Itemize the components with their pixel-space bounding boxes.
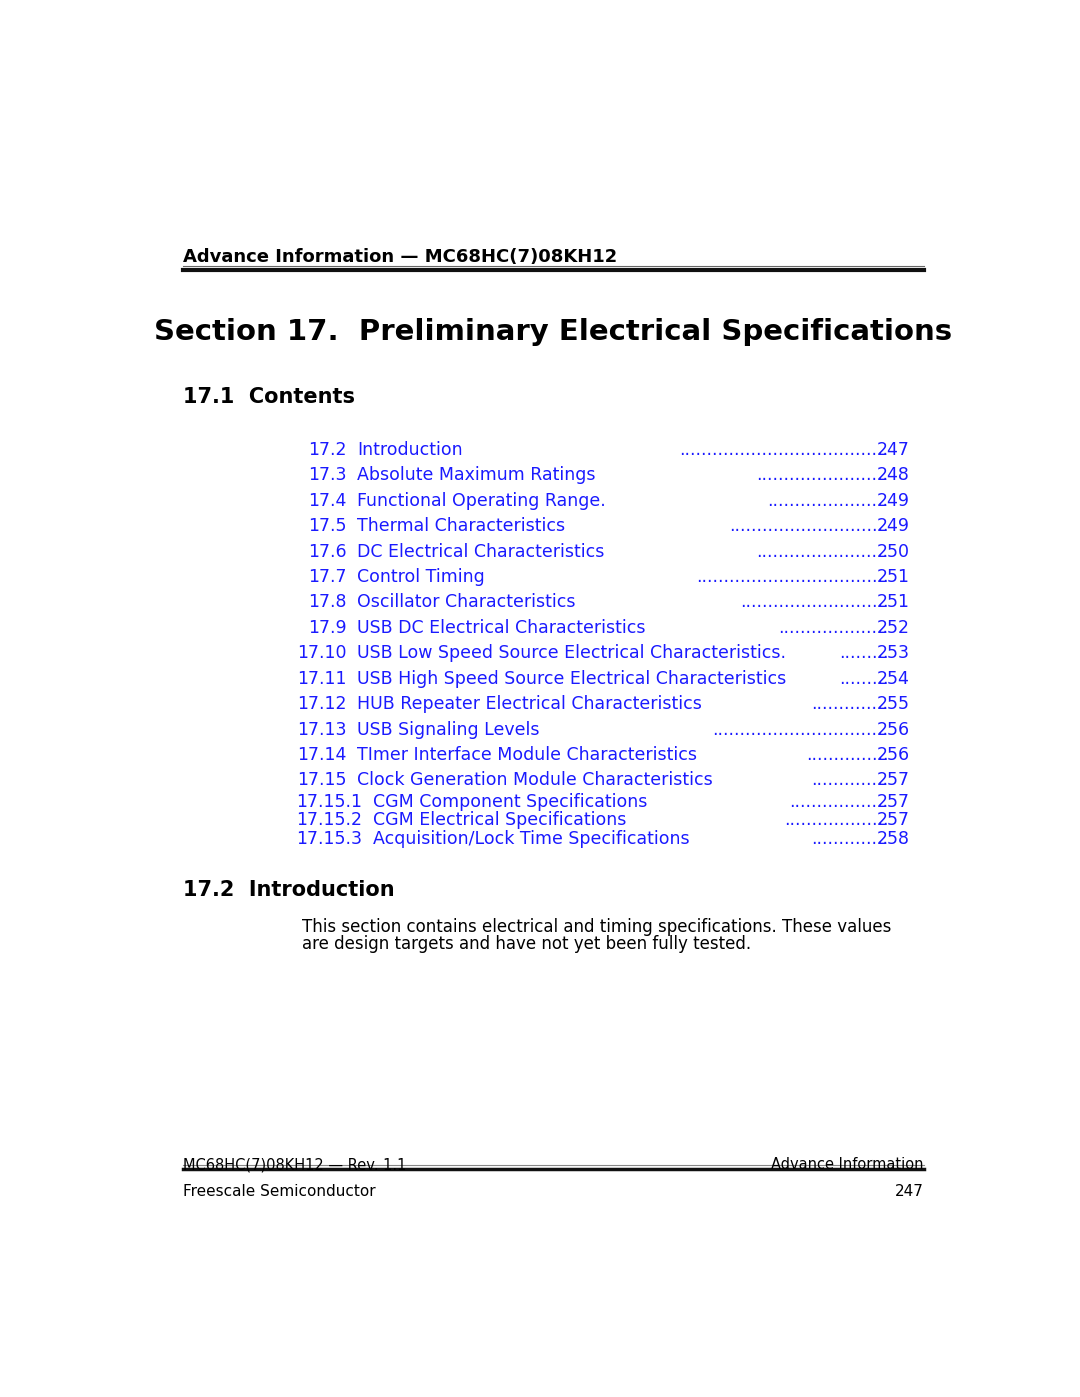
Text: 249: 249 [877, 492, 910, 510]
Text: 250: 250 [877, 542, 910, 560]
Text: 17.11: 17.11 [297, 669, 347, 687]
Text: ...............: ............... [806, 746, 889, 764]
Text: TImer Interface Module Characteristics: TImer Interface Module Characteristics [357, 746, 703, 764]
Text: 17.7: 17.7 [308, 569, 347, 585]
Text: Thermal Characteristics: Thermal Characteristics [357, 517, 571, 535]
Text: 257: 257 [877, 771, 910, 789]
Text: USB High Speed Source Electrical Characteristics: USB High Speed Source Electrical Charact… [357, 669, 792, 687]
Text: Clock Generation Module Characteristics: Clock Generation Module Characteristics [357, 771, 718, 789]
Text: 251: 251 [877, 569, 910, 585]
Text: USB Low Speed Source Electrical Characteristics.: USB Low Speed Source Electrical Characte… [357, 644, 786, 662]
Text: Control Timing: Control Timing [357, 569, 490, 585]
Text: .........: ......... [839, 644, 889, 662]
Text: ...................: ................... [784, 812, 889, 830]
Text: 17.2: 17.2 [308, 441, 347, 460]
Text: 17.4: 17.4 [308, 492, 347, 510]
Text: are design targets and have not yet been fully tested.: are design targets and have not yet been… [301, 936, 751, 953]
Text: ......................: ...................... [767, 492, 889, 510]
Text: CGM Electrical Specifications: CGM Electrical Specifications [373, 812, 626, 830]
Text: 17.14: 17.14 [297, 746, 347, 764]
Text: 256: 256 [877, 721, 910, 739]
Text: 17.6: 17.6 [308, 542, 347, 560]
Text: .........: ......... [839, 669, 889, 687]
Text: 17.12: 17.12 [297, 696, 347, 712]
Text: HUB Repeater Electrical Characteristics: HUB Repeater Electrical Characteristics [357, 696, 713, 712]
Text: ..................: .................. [789, 793, 889, 810]
Text: 17.15.1: 17.15.1 [296, 793, 362, 810]
Text: Section 17.  Preliminary Electrical Specifications: Section 17. Preliminary Electrical Speci… [154, 317, 953, 346]
Text: 17.3: 17.3 [308, 467, 347, 485]
Text: Absolute Maximum Ratings: Absolute Maximum Ratings [357, 467, 602, 485]
Text: 17.15.2: 17.15.2 [296, 812, 362, 830]
Text: USB Signaling Levels: USB Signaling Levels [357, 721, 540, 739]
Text: 258: 258 [877, 830, 910, 848]
Text: 17.10: 17.10 [297, 644, 347, 662]
Text: 17.9: 17.9 [308, 619, 347, 637]
Text: DC Electrical Characteristics: DC Electrical Characteristics [357, 542, 610, 560]
Text: ..............: .............. [811, 696, 889, 712]
Text: Introduction: Introduction [357, 441, 463, 460]
Text: ...........................: ........................... [740, 594, 889, 612]
Text: ..............: .............. [811, 771, 889, 789]
Text: Advance Information: Advance Information [771, 1157, 924, 1172]
Text: 257: 257 [877, 812, 910, 830]
Text: ......................................: ...................................... [679, 441, 889, 460]
Text: 252: 252 [877, 619, 910, 637]
Text: USB DC Electrical Characteristics: USB DC Electrical Characteristics [357, 619, 651, 637]
Text: 17.8: 17.8 [308, 594, 347, 612]
Text: ........................: ........................ [756, 542, 889, 560]
Text: 17.15.3: 17.15.3 [296, 830, 362, 848]
Text: Freescale Semiconductor: Freescale Semiconductor [183, 1185, 376, 1199]
Text: 251: 251 [877, 594, 910, 612]
Text: 249: 249 [877, 517, 910, 535]
Text: 248: 248 [877, 467, 910, 485]
Text: 256: 256 [877, 746, 910, 764]
Text: ...................................: ................................... [696, 569, 889, 585]
Text: 257: 257 [877, 793, 910, 810]
Text: 247: 247 [877, 441, 910, 460]
Text: 255: 255 [877, 696, 910, 712]
Text: 247: 247 [895, 1185, 924, 1199]
Text: Acquisition/Lock Time Specifications: Acquisition/Lock Time Specifications [373, 830, 696, 848]
Text: Oscillator Characteristics: Oscillator Characteristics [357, 594, 581, 612]
Text: MC68HC(7)08KH12 — Rev. 1.1: MC68HC(7)08KH12 — Rev. 1.1 [183, 1157, 406, 1172]
Text: ..............: .............. [811, 830, 889, 848]
Text: 17.2  Introduction: 17.2 Introduction [183, 880, 394, 900]
Text: 17.15: 17.15 [297, 771, 347, 789]
Text: 17.5: 17.5 [308, 517, 347, 535]
Text: .............................: ............................. [729, 517, 889, 535]
Text: ........................: ........................ [756, 467, 889, 485]
Text: 253: 253 [877, 644, 910, 662]
Text: ....................: .................... [779, 619, 889, 637]
Text: 17.13: 17.13 [297, 721, 347, 739]
Text: CGM Component Specifications: CGM Component Specifications [373, 793, 647, 810]
Text: 17.1  Contents: 17.1 Contents [183, 387, 355, 407]
Text: This section contains electrical and timing specifications. These values: This section contains electrical and tim… [301, 918, 891, 936]
Text: ................................: ................................ [713, 721, 889, 739]
Text: 254: 254 [877, 669, 910, 687]
Text: Advance Information — MC68HC(7)08KH12: Advance Information — MC68HC(7)08KH12 [183, 249, 618, 267]
Text: Functional Operating Range.: Functional Operating Range. [357, 492, 606, 510]
